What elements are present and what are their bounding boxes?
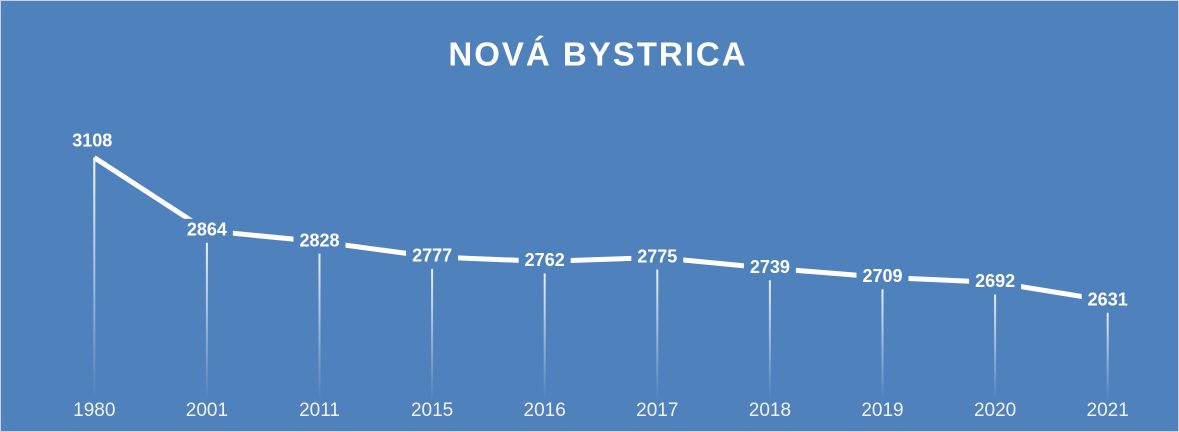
x-tick-label: 1980 — [73, 400, 115, 421]
data-label-background — [406, 244, 459, 269]
data-label-background — [631, 245, 684, 270]
x-tick-label: 2019 — [861, 400, 903, 421]
drop-line — [656, 257, 659, 400]
data-label: 3108 — [72, 130, 112, 150]
drop-line — [93, 157, 96, 400]
data-label: 2762 — [525, 250, 565, 270]
data-label: 2864 — [187, 220, 227, 240]
drop-line — [318, 241, 321, 400]
drop-line — [205, 230, 208, 400]
drop-line — [768, 268, 771, 400]
data-label-background — [856, 265, 909, 290]
data-label-background — [66, 129, 119, 154]
x-tick-label: 2021 — [1087, 400, 1129, 421]
drop-line — [881, 277, 884, 400]
data-label: 2777 — [412, 246, 452, 266]
data-label-background — [293, 229, 346, 254]
x-tick-label: 2011 — [299, 400, 340, 421]
x-tick-label: 2017 — [636, 400, 678, 421]
x-tick-label: 2018 — [749, 400, 791, 421]
chart-title: NOVÁ BYSTRICA — [448, 36, 747, 73]
drop-line — [431, 256, 434, 400]
x-tick-label: 2015 — [411, 400, 453, 421]
drop-line — [994, 282, 997, 400]
data-label-background — [1081, 288, 1134, 313]
data-label: 2828 — [299, 230, 339, 250]
data-label-background — [180, 218, 233, 243]
x-tick-label: 2016 — [524, 400, 566, 421]
data-label: 2739 — [750, 257, 790, 277]
x-tick-label: 2020 — [974, 400, 1016, 421]
drop-line — [543, 261, 546, 400]
data-label: 2775 — [637, 246, 677, 266]
data-label: 2692 — [975, 271, 1015, 291]
data-label: 2631 — [1088, 289, 1128, 309]
drop-line — [1106, 300, 1109, 400]
data-label: 2709 — [862, 266, 902, 286]
data-label-background — [518, 249, 571, 274]
data-label-background — [743, 256, 796, 281]
data-line — [92, 155, 1109, 304]
x-tick-label: 2001 — [186, 400, 228, 421]
data-label-background — [969, 270, 1022, 295]
